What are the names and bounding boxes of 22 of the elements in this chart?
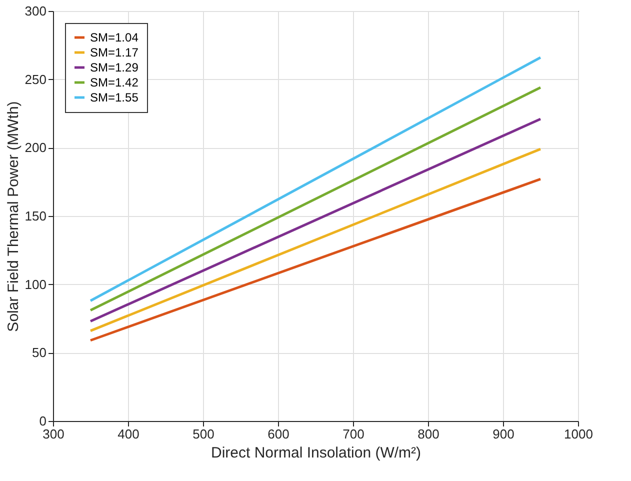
x-tick-label: 400 [118,426,140,442]
y-axis-title: Solar Field Thermal Power (MWth) [4,101,22,332]
y-tick-label: 100 [24,276,46,292]
x-tick-label: 500 [192,426,214,442]
legend-label: SM=1.55 [90,90,139,104]
y-tick-label: 0 [39,414,46,428]
x-tick-label: 1000 [564,426,593,442]
x-tick-label: 700 [342,426,364,442]
legend-label: SM=1.17 [90,46,139,60]
x-tick-label: 300 [42,426,64,442]
y-tick-label: 300 [24,4,46,18]
legend-label: SM=1.29 [90,60,139,74]
y-tick-label: 50 [32,345,46,360]
x-tick-label: 900 [492,426,514,442]
legend-label: SM=1.42 [90,76,139,90]
y-tick-label: 150 [24,208,46,224]
y-tick-label: 250 [24,72,46,87]
x-axis-title: Direct Normal Insolation (W/m²) [210,444,422,462]
legend-label: SM=1.04 [90,30,139,44]
x-tick-label: 800 [418,426,440,442]
x-tick-label: 600 [268,426,290,442]
y-tick-label: 200 [24,140,46,156]
